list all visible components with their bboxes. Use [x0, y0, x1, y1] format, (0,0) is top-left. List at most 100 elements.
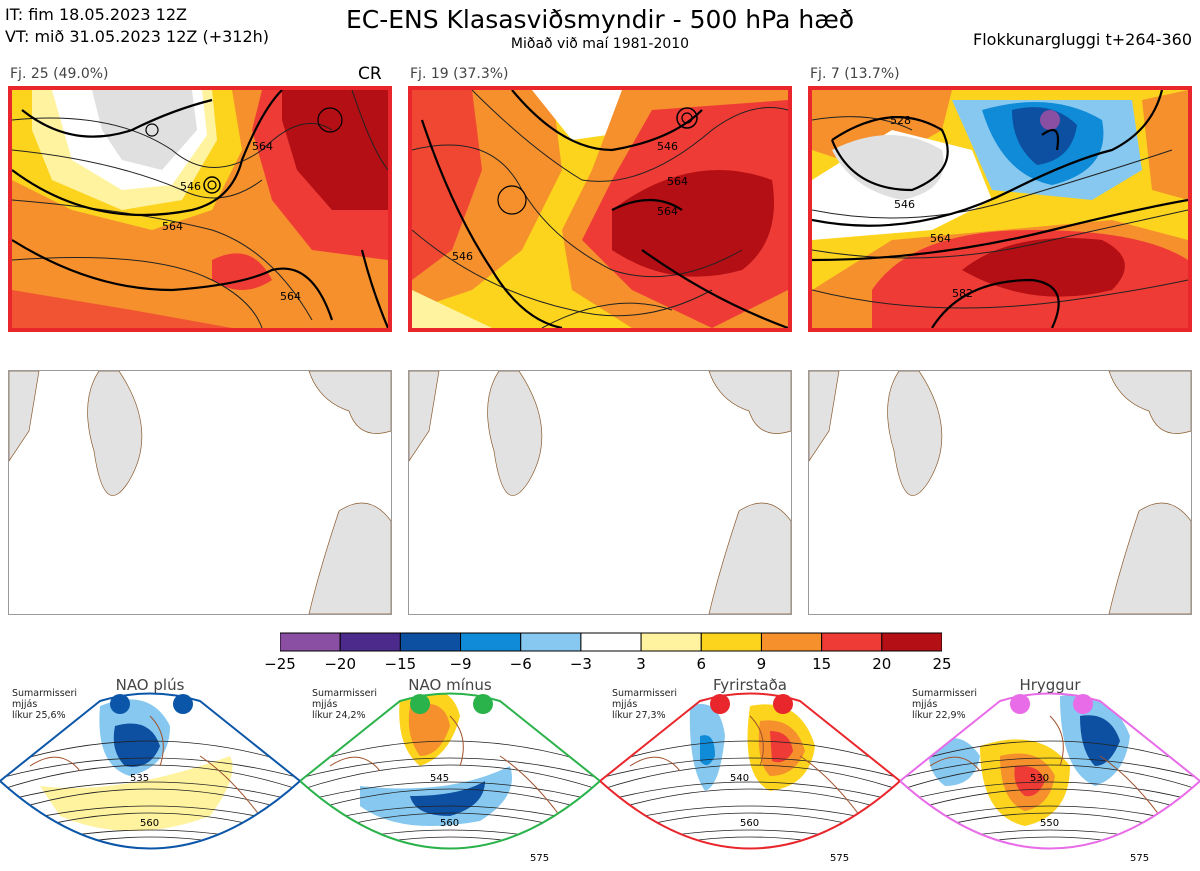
height-contour: [300, 781, 600, 803]
cluster-2-label: Fj. 19 (37.3%): [410, 66, 509, 82]
colorbar-segment: [399, 632, 462, 652]
height-contour: [900, 757, 1200, 779]
cluster-1-map[interactable]: 546 564 564 564: [8, 86, 392, 332]
regime-note-line: líkur 22,9%: [912, 710, 966, 721]
cluster-1-contour-label: 564: [252, 140, 273, 153]
colorbar-segment: [580, 632, 642, 652]
regime-center-marker: [173, 694, 193, 714]
regime-note-line: mjjás: [312, 699, 338, 710]
regime-map: 530 550 575: [900, 692, 1200, 864]
regime-contour-label: 575: [1130, 853, 1149, 864]
colorbar-tick-label: 6: [696, 655, 707, 673]
anomaly-patch: [929, 738, 980, 786]
regime-title: NAO mínus: [408, 676, 492, 694]
regime-center-marker: [410, 694, 430, 714]
regime-note-line: líkur 24,2%: [312, 710, 366, 721]
regime-panel[interactable]: 530 550 575 Hryggur Sumarmisseri mjjás líkur 2…: [900, 676, 1200, 871]
height-contour: [300, 764, 600, 791]
height-contour: [0, 788, 300, 815]
colorbar-tick-label: −15: [384, 655, 417, 673]
anomaly-patch: [1010, 849, 1045, 860]
regime-contour-label: 550: [1040, 818, 1059, 829]
regime-panel[interactable]: 535 560 NAO plús Sumarmisseri mjjás líkur 25,…: [0, 676, 300, 871]
regime-contour-label: 560: [440, 818, 459, 829]
regime-title: Fyrirstaða: [713, 676, 787, 694]
classification-window: Flokkunargluggi t+264-360: [973, 30, 1192, 49]
height-contour: [600, 757, 900, 779]
height-contour: [0, 836, 300, 849]
regime-note-line: Sumarmisseri: [312, 688, 378, 699]
regime-title: NAO plús: [115, 676, 185, 694]
regime-contour-label: 575: [530, 853, 549, 864]
regime-contour-label: 540: [730, 773, 749, 784]
cluster-2-map[interactable]: 546 564 564 546: [408, 86, 792, 332]
height-contour: [600, 764, 900, 791]
height-contour: [300, 740, 600, 767]
coastline-map-2: [408, 370, 792, 615]
cluster-1-contour-label: 564: [162, 220, 183, 233]
cluster-3-label: Fj. 7 (13.7%): [810, 66, 900, 82]
anomaly-patch: [113, 723, 160, 767]
regime-panel[interactable]: 540 560 575 Fyrirstaða Sumarmisseri mjjás líku…: [600, 676, 900, 871]
regime-map: 545 560 575: [300, 692, 600, 864]
colorbar-tick-label: 25: [932, 655, 952, 673]
cluster-1-label: Fj. 25 (49.0%): [10, 66, 109, 82]
colorbar-tick-label: −9: [449, 655, 472, 673]
anomaly-patch: [1080, 715, 1120, 766]
cluster-2-contour-label: 546: [657, 140, 678, 153]
regime-note-line: líkur 25,6%: [12, 710, 66, 721]
height-contour: [0, 740, 300, 767]
colorbar-tick-label: 20: [872, 655, 892, 673]
height-contour: [900, 781, 1200, 803]
colorbar-segment: [700, 632, 762, 652]
anomaly-patch: [40, 756, 233, 831]
cluster-1-contour-label: 564: [280, 290, 301, 303]
regime-border: [900, 692, 1200, 850]
colorbar-tick-label: −3: [569, 655, 592, 673]
colorbar-tick-label: 9: [756, 655, 767, 673]
regime-note-line: líkur 27,3%: [612, 710, 666, 721]
colorbar-segment: [881, 632, 943, 652]
height-contour: [900, 788, 1200, 815]
colorbar-tick-label: −20: [324, 655, 356, 673]
height-contour: [300, 788, 600, 815]
regime-map: 535 560: [0, 692, 300, 850]
regime-contour-label: 545: [430, 773, 449, 784]
anomaly-patch: [770, 731, 793, 763]
cluster-3-anomaly-field: 528 546 564 582: [812, 90, 1188, 328]
height-contour: [600, 788, 900, 815]
regime-contour-label: 535: [130, 773, 149, 784]
height-contour: [300, 836, 600, 849]
height-contour: [600, 740, 900, 767]
coastline-map-1: [8, 370, 392, 615]
regime-center-marker: [710, 694, 730, 714]
cluster-3-contour-label: 528: [890, 114, 911, 127]
height-contour: [900, 740, 1200, 767]
regime-map: 540 560 575: [600, 692, 900, 864]
page-title: EC-ENS Klasasviðsmyndir - 500 hPa hæð: [345, 5, 855, 34]
cluster-3-contour-label: 582: [952, 287, 973, 300]
cluster-2-contour-label: 546: [452, 250, 473, 263]
initial-time: IT: fim 18.05.2023 12Z: [5, 5, 187, 24]
colorbar-tick-label: −25: [264, 655, 296, 673]
regime-center-marker: [473, 694, 493, 714]
cluster-2-anomaly-field: 546 564 564 546: [412, 90, 788, 328]
regime-panel[interactable]: 545 560 575 NAO mínus Sumarmisseri mjjás líkur…: [300, 676, 600, 871]
regime-center-marker: [1073, 694, 1093, 714]
cluster-3-map[interactable]: 528 546 564 582: [808, 86, 1192, 332]
colorbar-segment: [460, 632, 522, 652]
cluster-1-contour-label: 546: [180, 180, 201, 193]
height-contour: [300, 757, 600, 779]
regime-center-marker: [110, 694, 130, 714]
regime-contour-label: 530: [1030, 773, 1049, 784]
height-contour: [0, 764, 300, 791]
height-contour: [0, 757, 300, 779]
header-info: IT: fim 18.05.2023 12Z VT: mið 31.05.202…: [5, 4, 269, 48]
regime-border: [0, 692, 300, 850]
colorbar-segment: [339, 632, 401, 652]
colorbar: [279, 632, 943, 652]
height-contour: [900, 836, 1200, 849]
regime-note-line: Sumarmisseri: [12, 688, 78, 699]
cluster-1-tag: CR: [358, 64, 382, 84]
cluster-3-contour-label: 546: [894, 198, 915, 211]
